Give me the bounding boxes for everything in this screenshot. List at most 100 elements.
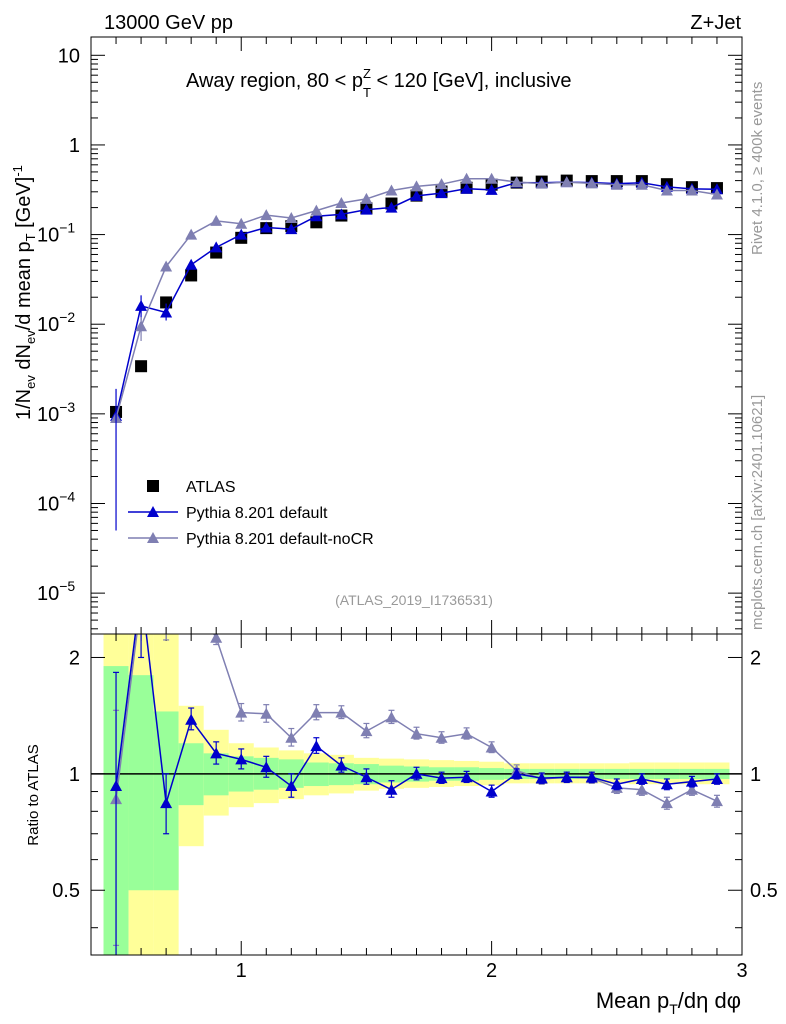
series-2-point — [310, 204, 323, 216]
ratio-point-0 — [435, 772, 448, 784]
ratio-point-0 — [310, 740, 323, 752]
ratio-series-layer — [110, 591, 723, 955]
ratio-y-tick-label: 0.5 — [52, 880, 80, 902]
rivet-version-label: Rivet 4.1.0, ≥ 400k events — [749, 82, 766, 255]
series-1-point — [285, 223, 298, 235]
ratio-point-0 — [510, 767, 523, 779]
ratio-point-0 — [210, 747, 223, 759]
ratio-point-0 — [335, 759, 348, 771]
series-1-point — [210, 241, 223, 253]
series-2-point — [235, 217, 248, 229]
ratio-point-0 — [160, 797, 173, 809]
series-1-point — [485, 183, 498, 195]
band-green-bin — [128, 675, 154, 891]
main-y-tick-label: 10−5 — [37, 578, 75, 605]
ratio-point-0 — [585, 771, 598, 783]
ratio-clip-group — [110, 591, 723, 955]
plot-title: Away region, 80 < pZ T < 120 [GeV], inclu… — [186, 66, 572, 100]
series-1-point — [460, 182, 473, 194]
series-2-point — [610, 178, 623, 190]
ratio-y-tick-label-right: 0.5 — [750, 880, 778, 902]
ratio-point-0 — [235, 753, 248, 765]
ratio-point-1 — [260, 707, 273, 719]
legend: ATLAS Pythia 8.201 default Pythia 8.201 … — [128, 479, 374, 548]
ratio-point-1 — [285, 731, 298, 743]
ratio-point-1 — [435, 731, 448, 743]
ratio-uncertainty-bands — [103, 634, 730, 955]
series-line-2 — [115, 177, 718, 419]
main-y-tick-label: 10−1 — [37, 220, 75, 247]
series-1-point — [335, 208, 348, 220]
header-energy-label: 13000 GeV pp — [104, 12, 233, 34]
ratio-point-0 — [535, 772, 548, 784]
atlas-data-point — [135, 360, 148, 373]
series-2-point — [360, 192, 373, 204]
ratio-point-0 — [635, 772, 648, 784]
series-2-point — [185, 228, 198, 240]
x-axis-title: Mean pT/dη dφ — [596, 988, 741, 1017]
ratio-point-1 — [635, 783, 648, 795]
series-2-point — [335, 197, 348, 209]
series-2-point — [585, 177, 598, 189]
series-2-point — [160, 260, 173, 272]
series-2-point — [635, 178, 648, 190]
series-2-point — [460, 172, 473, 184]
series-2-point — [510, 176, 523, 188]
ratio-point-1 — [710, 795, 723, 807]
series-2-point — [485, 172, 498, 184]
ratio-point-0 — [710, 772, 723, 784]
series-2-point — [710, 188, 723, 200]
ratio-point-0 — [460, 771, 473, 783]
main-y-axis-title: 1/Nev dNev/d mean pT [GeV]-1 — [10, 165, 38, 420]
mcplots-reference-label: mcplots.cern.ch [arXiv:2401.10621] — [749, 395, 766, 630]
series-2-point — [285, 212, 298, 224]
main-axis-ticks: 10 1 10−1 10−2 10−3 10−4 10−5 — [37, 37, 743, 634]
ratio-point-0 — [610, 778, 623, 790]
series-1-point — [385, 201, 398, 213]
main-series-layer — [110, 172, 723, 531]
ratio-point-0 — [360, 771, 373, 783]
legend-label-pythia-nocr: Pythia 8.201 default-noCR — [186, 531, 374, 548]
ratio-panel-frame — [90, 633, 743, 956]
ratio-point-1 — [385, 711, 398, 723]
series-line-1 — [115, 181, 717, 417]
x-tick-label: 3 — [736, 960, 747, 982]
series-1-point — [260, 221, 273, 233]
ratio-point-0 — [285, 780, 298, 792]
main-y-tick-label: 10−3 — [37, 399, 75, 426]
ratio-point-1 — [485, 741, 498, 753]
analysis-id-label: (ATLAS_2019_I1736531) — [335, 592, 493, 608]
series-2-point — [435, 178, 448, 190]
ratio-point-0 — [685, 775, 698, 787]
ratio-y-tick-label: 2 — [69, 647, 80, 669]
main-y-tick-label: 10−4 — [37, 488, 75, 515]
series-2-point — [535, 177, 548, 189]
ratio-point-0 — [185, 713, 198, 725]
series-2-point — [210, 214, 223, 226]
ratio-y-tick-label-right: 1 — [750, 764, 761, 786]
ratio-point-1 — [660, 797, 673, 809]
legend-marker-atlas — [147, 480, 159, 492]
ratio-point-1 — [685, 783, 698, 795]
series-1-point — [435, 187, 448, 199]
ratio-point-0 — [260, 761, 273, 773]
ratio-point-1 — [410, 727, 423, 739]
ratio-point-1 — [185, 591, 197, 602]
header-process-label: Z+Jet — [690, 12, 741, 34]
ratio-point-0 — [485, 785, 498, 797]
series-1-point — [185, 258, 198, 270]
legend-marker-pythia-default — [147, 506, 159, 517]
series-2-point — [410, 180, 423, 192]
main-y-tick-label: 1 — [69, 135, 80, 157]
ratio-point-0 — [410, 767, 423, 779]
ratio-axis-ticks: 2 2 1 1 0.5 0.5 1 2 3 — [52, 634, 778, 982]
series-2-point — [385, 184, 398, 196]
main-y-tick-label: 10−2 — [37, 309, 75, 336]
ratio-point-0 — [560, 771, 573, 783]
series-1-point — [360, 203, 373, 215]
series-1-point — [410, 189, 423, 201]
series-2-point — [260, 209, 273, 221]
x-tick-label: 1 — [236, 960, 247, 982]
series-1-point — [310, 210, 323, 222]
